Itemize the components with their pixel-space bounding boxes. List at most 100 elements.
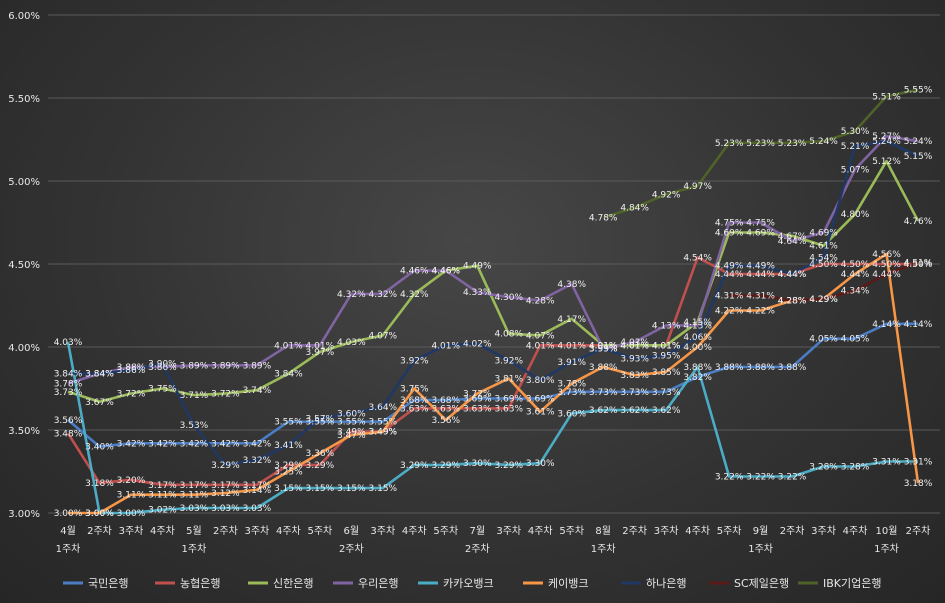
data-label: 4.28% xyxy=(778,297,807,307)
data-label: 4.46% xyxy=(431,267,460,277)
x-tick-label: 1주차 xyxy=(874,543,899,555)
data-label: 4.31% xyxy=(746,292,775,302)
data-label: 4.54% xyxy=(683,253,712,263)
x-tick-label: 5주차 xyxy=(433,525,458,537)
data-label: 4.28% xyxy=(526,297,555,307)
x-tick-label: 4주차 xyxy=(843,525,868,537)
y-tick-label: 3.00% xyxy=(8,509,40,520)
data-label: 3.86% xyxy=(148,363,177,373)
data-label: 4.49% xyxy=(715,262,744,272)
data-label: 3.28% xyxy=(809,463,838,473)
data-label: 4.01% xyxy=(589,341,618,351)
data-label: 3.89% xyxy=(243,361,272,371)
data-label: 3.22% xyxy=(715,472,744,482)
data-label: 4.32% xyxy=(369,290,398,300)
y-tick-label: 4.50% xyxy=(8,260,40,271)
data-label: 4.07% xyxy=(526,331,555,341)
data-label: 3.11% xyxy=(180,491,209,501)
data-label: 4.03% xyxy=(337,338,366,348)
x-tick-label: 9월 xyxy=(753,525,769,537)
data-label: 4.46% xyxy=(400,267,429,277)
data-label: 3.88% xyxy=(715,363,744,373)
data-label: 4.03% xyxy=(54,338,83,348)
data-label: 3.42% xyxy=(243,439,272,449)
data-label: 3.63% xyxy=(431,404,460,414)
data-label: 3.15% xyxy=(369,484,398,494)
data-label: 3.63% xyxy=(463,404,492,414)
data-label: 4.75% xyxy=(715,219,744,229)
data-label: 3.03% xyxy=(211,504,240,514)
data-label: 3.62% xyxy=(589,406,618,416)
data-label: 4.05% xyxy=(809,335,838,345)
data-label: 4.97% xyxy=(683,182,712,192)
data-label: 3.90% xyxy=(148,360,177,370)
data-label: 3.42% xyxy=(180,439,209,449)
data-label: 5.23% xyxy=(715,139,744,149)
data-label: 3.99% xyxy=(589,345,618,355)
data-label: 3.22% xyxy=(778,472,807,482)
data-label: 4.02% xyxy=(463,340,492,350)
data-label: 3.88% xyxy=(778,363,807,373)
data-label: 3.55% xyxy=(337,418,366,428)
data-label: 5.15% xyxy=(904,152,933,162)
legend-label: 신한은행 xyxy=(273,577,313,590)
data-label: 3.00% xyxy=(85,509,114,519)
data-label: 4.01% xyxy=(652,341,681,351)
data-label: 3.84% xyxy=(85,370,114,380)
data-label: 3.11% xyxy=(148,491,177,501)
data-label: 3.55% xyxy=(274,418,303,428)
series-line-1 xyxy=(66,256,918,487)
data-label: 4.06% xyxy=(683,333,712,343)
data-label: 3.60% xyxy=(337,409,366,419)
data-label: 3.63% xyxy=(400,404,429,414)
data-label: 3.92% xyxy=(400,356,429,366)
y-tick-label: 6.00% xyxy=(8,11,40,22)
data-label: 3.84% xyxy=(54,370,83,380)
data-label: 4.61% xyxy=(809,242,838,252)
data-label: 3.72% xyxy=(211,389,240,399)
y-tick-label: 5.00% xyxy=(8,177,40,188)
data-label: 5.24% xyxy=(872,137,901,147)
data-label: 5.23% xyxy=(746,139,775,149)
data-label: 3.53% xyxy=(180,421,209,431)
data-label: 4.44% xyxy=(778,270,807,280)
data-label: 5.07% xyxy=(841,165,870,175)
x-tick-label: 3주차 xyxy=(245,525,270,537)
data-label: 3.55% xyxy=(306,418,335,428)
data-label: 3.11% xyxy=(117,491,146,501)
y-tick-label: 5.50% xyxy=(8,94,40,105)
data-label: 4.01% xyxy=(431,341,460,351)
x-tick-label: 3주차 xyxy=(811,525,836,537)
legend-label: 카카오뱅크 xyxy=(443,577,494,590)
data-label: 4.32% xyxy=(400,290,429,300)
data-label: 3.56% xyxy=(54,416,83,426)
x-tick-label: 5월 xyxy=(186,525,202,537)
data-label: 4.01% xyxy=(620,341,649,351)
data-label: 3.73% xyxy=(557,388,586,398)
legend-label: 케이뱅크 xyxy=(548,577,588,590)
data-label: 4.29% xyxy=(809,295,838,305)
x-tick-label: 2주차 xyxy=(906,525,931,537)
legend-label: 하나은행 xyxy=(646,576,686,590)
x-tick-label: 4주차 xyxy=(276,525,301,537)
data-label: 3.86% xyxy=(117,366,146,376)
data-label: 3.75% xyxy=(148,385,177,395)
data-label: 3.29% xyxy=(274,461,303,471)
series-line-6 xyxy=(68,139,919,467)
data-label: 4.50% xyxy=(809,260,838,270)
data-label: 4.50% xyxy=(872,260,901,270)
data-label: 4.69% xyxy=(715,228,744,238)
data-label: 3.17% xyxy=(211,481,240,491)
data-label: 4.13% xyxy=(652,321,681,331)
data-label: 3.71% xyxy=(180,391,209,401)
data-label: 4.05% xyxy=(841,335,870,345)
data-label: 3.69% xyxy=(494,394,523,404)
x-tick-label: 6월 xyxy=(344,525,360,537)
data-label: 4.03% xyxy=(620,338,649,348)
data-label: 4.17% xyxy=(557,315,586,325)
data-label: 4.01% xyxy=(652,341,681,351)
data-label: 4.14% xyxy=(904,320,933,330)
series-line-2 xyxy=(67,159,920,404)
data-label: 3.73% xyxy=(652,388,681,398)
